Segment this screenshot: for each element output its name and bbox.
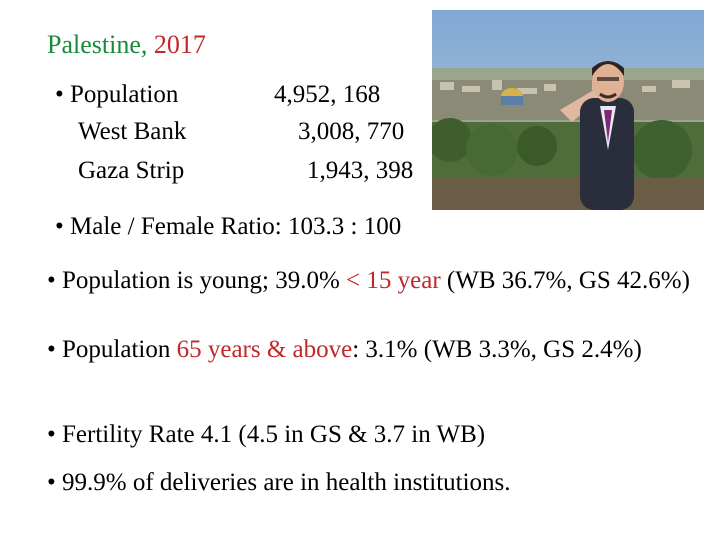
gaza-strip-label: Gaza Strip (78, 157, 185, 184)
young-highlight: < 15 year (346, 267, 441, 294)
deliveries-text: • 99.9% of deliveries are in health inst… (47, 469, 511, 496)
elderly-highlight: 65 years & above (176, 336, 353, 363)
young-prefix: • Population is young; 39.0% (47, 267, 347, 294)
photo-illustration (432, 10, 704, 210)
slide-title: Palestine, 2017 (47, 28, 206, 62)
gaza-strip-value: 1,943, 398 (307, 157, 414, 184)
speaker-photo (432, 10, 704, 210)
ratio-text: • Male / Female Ratio: 103.3 : 100 (55, 213, 402, 240)
west-bank-value: 3,008, 770 (298, 118, 405, 145)
elderly-suffix: : 3.1% (WB 3.3%, GS 2.4%) (352, 336, 642, 363)
young-suffix: (WB 36.7%, GS 42.6%) (440, 267, 690, 294)
title-place: Palestine, (47, 30, 148, 59)
population-value: 4,952, 168 (274, 81, 381, 108)
young-population-bullet: • Population is young; 39.0% < 15 year (… (47, 266, 707, 296)
fertility-text: • Fertility Rate 4.1 (4.5 in GS & 3.7 in… (47, 421, 486, 448)
west-bank-label: West Bank (78, 118, 187, 145)
title-year: 2017 (153, 30, 206, 59)
elderly-population-bullet: • Population 65 years & above: 3.1% (WB … (47, 335, 707, 365)
elderly-prefix: • Population (47, 336, 177, 363)
population-label: • Population (55, 81, 179, 108)
